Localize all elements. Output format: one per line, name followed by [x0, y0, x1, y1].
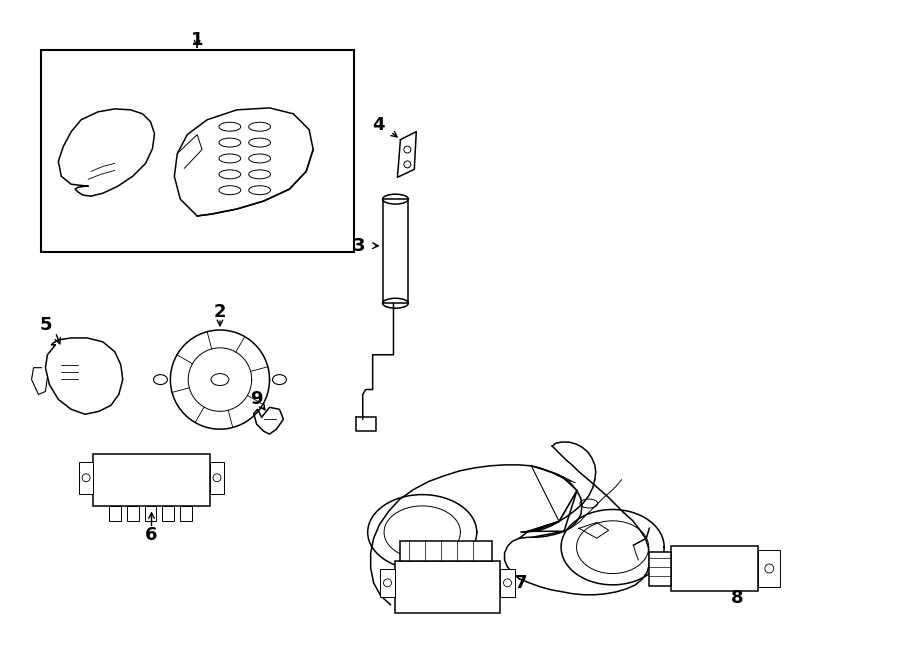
Bar — [162, 506, 175, 522]
Text: 1: 1 — [191, 32, 203, 50]
Bar — [649, 552, 671, 586]
Bar — [127, 506, 139, 522]
Text: 5: 5 — [40, 316, 51, 334]
Bar — [79, 462, 93, 494]
Bar — [400, 541, 492, 561]
Bar — [145, 506, 157, 522]
Bar — [671, 546, 759, 591]
Bar — [109, 506, 121, 522]
Text: 7: 7 — [515, 574, 527, 592]
Bar — [380, 569, 395, 597]
Text: 3: 3 — [353, 237, 365, 254]
Bar — [41, 50, 354, 252]
Text: 9: 9 — [250, 391, 263, 408]
Text: 2: 2 — [213, 303, 226, 321]
Bar — [93, 454, 210, 506]
Bar — [500, 569, 516, 597]
Text: 6: 6 — [145, 526, 158, 544]
Bar — [759, 550, 780, 587]
Text: 8: 8 — [732, 589, 744, 607]
Bar — [210, 462, 224, 494]
Bar — [180, 506, 193, 522]
Text: 4: 4 — [373, 116, 385, 134]
Bar — [395, 561, 500, 613]
Bar — [382, 199, 409, 303]
